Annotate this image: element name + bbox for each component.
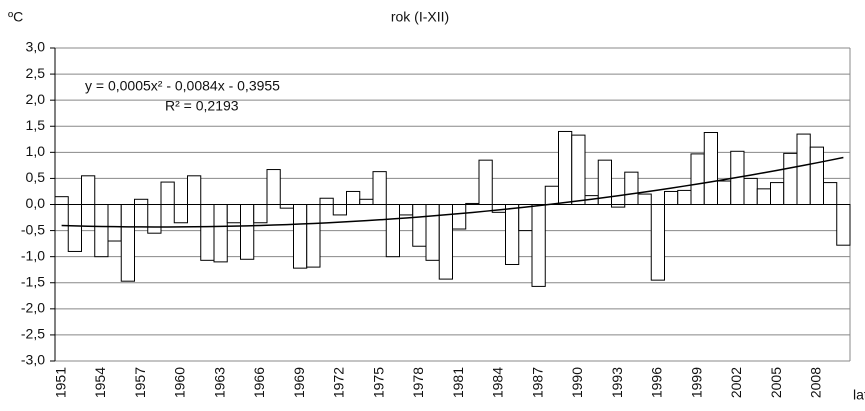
y-tick-label: 1,5 (26, 117, 46, 133)
x-tick-label: 1969 (291, 367, 307, 398)
x-tick-label: 1981 (450, 367, 466, 398)
chart-title: rok (I-XII) (391, 9, 449, 25)
bar (200, 204, 215, 261)
bar (346, 190, 361, 205)
bar (253, 204, 268, 224)
bar (306, 204, 321, 268)
bar (425, 204, 440, 261)
bar (67, 204, 82, 252)
x-tick-label: 1957 (132, 367, 148, 398)
bar (571, 134, 586, 205)
bar (690, 153, 705, 205)
bar (518, 204, 533, 232)
bar (147, 204, 162, 234)
bar (332, 204, 347, 216)
x-tick-label: 1972 (331, 367, 347, 398)
trend-r2: R² = 0,2193 (165, 98, 239, 114)
bar (94, 204, 109, 258)
y-tick-label: 0,0 (26, 195, 46, 211)
bar (717, 180, 732, 205)
x-tick-label: 1975 (370, 367, 386, 398)
y-tick-label: -2,0 (21, 300, 45, 316)
y-tick-label: -1,5 (21, 273, 45, 289)
bar (319, 197, 334, 206)
bar (187, 175, 202, 205)
x-tick-label: 1999 (688, 367, 704, 398)
x-tick-label: 1960 (172, 367, 188, 398)
y-tick-label: -0,5 (21, 221, 45, 237)
y-tick-label: -2,5 (21, 326, 45, 342)
x-tick-label: 1987 (529, 367, 545, 398)
bar (650, 204, 665, 281)
bar (836, 204, 851, 246)
bar (385, 204, 400, 258)
bar (412, 204, 427, 247)
bar (770, 182, 785, 205)
bar (558, 130, 573, 205)
bar (531, 204, 546, 287)
bar (743, 177, 758, 206)
bar (173, 204, 188, 224)
bar (677, 189, 692, 205)
bar (703, 132, 718, 205)
x-tick-label: 1996 (649, 367, 665, 398)
bar (823, 182, 838, 205)
bar (783, 152, 798, 205)
x-tick-label: 1951 (52, 367, 68, 398)
x-tick-label: 1963 (211, 367, 227, 398)
y-axis-label: ºC (8, 9, 23, 25)
bar (796, 133, 811, 205)
x-tick-label: 1984 (490, 367, 506, 398)
bar (134, 198, 149, 206)
x-tick-label: 1954 (92, 367, 108, 398)
y-tick-label: 0,5 (26, 169, 46, 185)
x-tick-label: 1978 (410, 367, 426, 398)
y-tick-label: 2,5 (26, 65, 46, 81)
bar (399, 204, 414, 216)
x-tick-label: 1993 (609, 367, 625, 398)
bar (293, 204, 308, 269)
bar (624, 171, 639, 205)
bar (491, 204, 506, 213)
bar (226, 204, 241, 224)
bar (544, 185, 559, 206)
bar (266, 169, 281, 206)
y-tick-label: 3,0 (26, 39, 46, 55)
trend-equation: y = 0,0005x² - 0,0084x - 0,3955 (85, 78, 280, 94)
x-tick-label: 2008 (808, 367, 824, 398)
bar (664, 190, 679, 205)
x-tick-label: 2005 (768, 367, 784, 398)
bar (213, 204, 228, 263)
bar (160, 181, 175, 205)
bar (120, 204, 135, 282)
y-tick-label: 2,0 (26, 91, 46, 107)
y-tick-label: 1,0 (26, 143, 46, 159)
bar (107, 204, 122, 242)
x-tick-label: 1966 (251, 367, 267, 398)
x-tick-label: 2002 (728, 367, 744, 398)
bar (809, 146, 824, 206)
bar (359, 198, 374, 206)
x-axis-label: lata (853, 387, 865, 403)
bar (505, 204, 520, 265)
y-tick-label: -3,0 (21, 352, 45, 368)
bar (81, 175, 96, 205)
bar (478, 159, 493, 206)
y-tick-label: -1,0 (21, 247, 45, 263)
bar (756, 188, 771, 206)
bar (240, 204, 255, 260)
bar (54, 196, 69, 206)
x-tick-label: 1990 (569, 367, 585, 398)
bar (279, 204, 294, 209)
bar (452, 204, 467, 230)
trend-line (61, 156, 844, 228)
bar (372, 171, 387, 205)
bar (637, 193, 652, 205)
